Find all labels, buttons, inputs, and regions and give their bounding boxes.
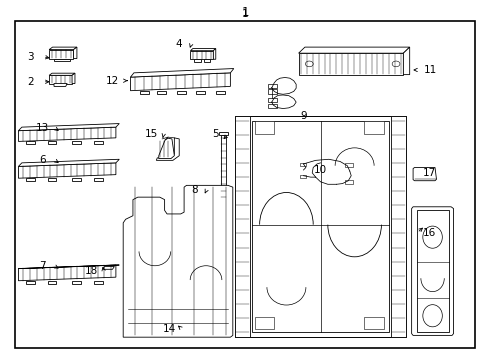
Text: 5: 5 [213,129,219,139]
Bar [269,89,277,94]
Text: 15: 15 [145,129,158,139]
Polygon shape [19,123,119,131]
Polygon shape [235,116,406,337]
Polygon shape [103,266,115,269]
Polygon shape [48,141,56,144]
Polygon shape [220,135,226,200]
Polygon shape [74,47,77,59]
Polygon shape [202,194,216,202]
Polygon shape [94,141,103,144]
Polygon shape [26,178,34,181]
Bar [345,163,353,167]
Text: 10: 10 [314,165,327,175]
Polygon shape [216,192,218,202]
Polygon shape [49,47,77,50]
Polygon shape [235,116,250,337]
Text: 16: 16 [422,228,436,238]
Polygon shape [202,192,218,194]
Polygon shape [219,132,228,135]
Polygon shape [159,138,174,158]
Polygon shape [19,127,116,141]
Polygon shape [213,49,216,59]
Polygon shape [412,207,454,336]
Text: 12: 12 [106,76,119,86]
Polygon shape [219,200,228,203]
Polygon shape [49,75,72,84]
Bar [345,180,353,184]
Polygon shape [54,59,70,61]
Text: 1: 1 [241,6,249,19]
Polygon shape [94,281,103,284]
Polygon shape [194,59,201,62]
Polygon shape [391,116,406,337]
Polygon shape [49,50,74,59]
Text: 14: 14 [163,324,176,334]
Polygon shape [130,68,234,77]
Polygon shape [19,265,116,281]
Polygon shape [216,91,224,94]
Bar [269,98,277,102]
Polygon shape [403,47,410,75]
Polygon shape [19,265,119,269]
Bar [255,317,274,329]
Polygon shape [156,138,179,160]
Polygon shape [203,59,210,62]
Polygon shape [157,91,166,94]
Bar [255,121,274,134]
Text: 9: 9 [300,111,307,121]
Polygon shape [252,121,389,332]
Polygon shape [416,210,449,332]
Polygon shape [140,91,149,94]
Bar [269,104,277,108]
Text: 18: 18 [85,266,98,276]
Text: 7: 7 [40,261,46,271]
Polygon shape [191,51,213,59]
Polygon shape [26,281,34,284]
Polygon shape [196,91,205,94]
Polygon shape [48,281,56,284]
Polygon shape [413,167,437,181]
Bar [299,163,306,166]
Polygon shape [48,178,56,181]
Polygon shape [72,141,81,144]
Polygon shape [72,178,81,181]
Polygon shape [130,73,230,91]
Bar [365,121,384,134]
Text: 3: 3 [27,52,34,62]
Polygon shape [191,49,216,51]
Text: 8: 8 [191,185,197,195]
Polygon shape [177,91,186,94]
Bar [269,84,277,88]
Polygon shape [49,73,75,75]
Polygon shape [72,281,81,284]
Text: 11: 11 [423,65,437,75]
Polygon shape [72,73,75,84]
Text: 6: 6 [40,156,46,165]
Text: 17: 17 [422,168,436,178]
Text: 13: 13 [36,123,49,133]
Polygon shape [54,84,67,86]
Polygon shape [298,47,410,53]
Polygon shape [26,141,34,144]
Bar [365,317,384,329]
Text: 2: 2 [27,77,34,87]
Polygon shape [298,53,403,75]
Polygon shape [205,202,213,205]
Polygon shape [19,163,116,178]
Polygon shape [19,159,119,166]
Text: 4: 4 [176,39,183,49]
Bar [299,175,306,178]
Polygon shape [94,178,103,181]
Text: 1: 1 [242,9,248,19]
Polygon shape [123,185,233,337]
